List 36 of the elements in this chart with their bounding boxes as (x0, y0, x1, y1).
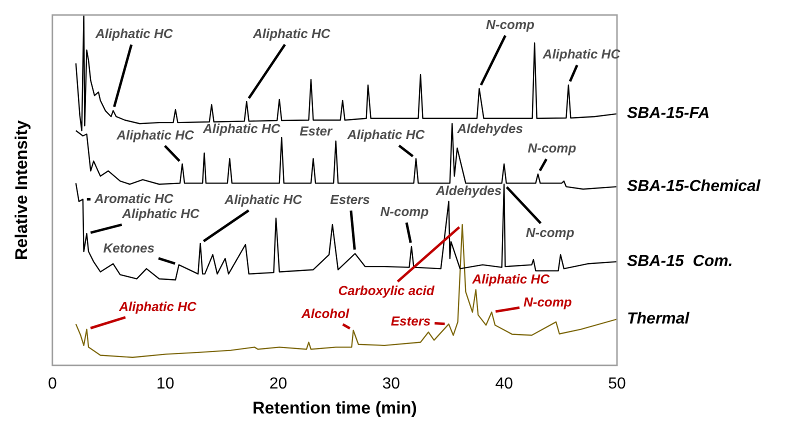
series-label: SBA-15-Chemical (627, 178, 761, 196)
annotation: Aliphatic HC (224, 192, 303, 208)
x-tick-label: 50 (608, 375, 626, 392)
annotation: Aliphatic HC (542, 46, 621, 62)
y-axis-title: Relative Intensity (12, 120, 31, 260)
annotation: N-comp (486, 17, 534, 32)
annotation: Alcohol (300, 306, 350, 321)
annotation: Aliphatic HC (346, 127, 426, 142)
annotation: N-comp (380, 204, 429, 220)
annotation: Aliphatic HC (202, 121, 281, 136)
x-tick-label: 40 (495, 375, 514, 392)
x-tick-label: 20 (269, 375, 288, 392)
series-label: SBA-15-FA (627, 105, 710, 122)
annotation: N-comp (523, 294, 572, 310)
annotation: Aliphatic HC (252, 26, 331, 42)
x-tick-label: 10 (156, 375, 174, 392)
x-tick-label: 0 (48, 375, 57, 392)
annotation: Carboxylic acid (338, 283, 436, 298)
annotation: Aromatic HC (94, 190, 174, 206)
series-label: SBA-15 Com. (627, 253, 733, 270)
annotation: Aliphatic HC (94, 26, 174, 42)
annotation: Aliphatic HC (118, 298, 197, 314)
annotation: N-comp (526, 224, 574, 240)
annotation: Ester (300, 124, 334, 139)
annotation: Esters (390, 314, 431, 329)
annotation: Aliphatic HC (121, 206, 200, 222)
annotation: Ketones (103, 240, 155, 256)
x-tick-label: 30 (382, 375, 400, 392)
x-axis-title: Retention time (min) (252, 398, 417, 418)
annotation: N-comp (528, 140, 576, 156)
annotation: Aliphatic HC (471, 271, 550, 286)
annotation: Aliphatic HC (116, 128, 195, 142)
annotation: Esters (330, 192, 370, 208)
annotation: Aldehydes (456, 121, 524, 136)
annotation: Aldehydes (434, 182, 502, 198)
series-label: Thermal (627, 310, 690, 328)
